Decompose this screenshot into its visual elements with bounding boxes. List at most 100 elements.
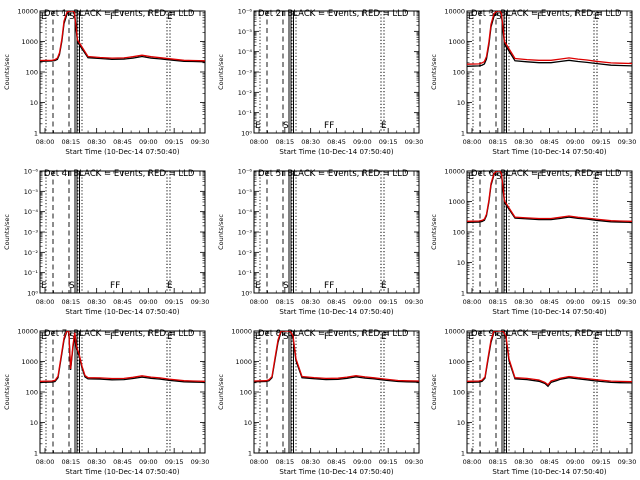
x-tick-label: 08:00 [36,298,55,306]
panel-title: Det 7r BLACK = Events, RED = LLD [44,329,195,339]
y-tick-label: 10 [30,419,38,427]
y-tick-label: 1000 [235,358,252,366]
phase-marker: FF [324,281,334,291]
x-tick-label: 09:30 [405,298,424,306]
x-tick-label: 09:00 [353,298,372,306]
x-tick-label: 09:30 [405,138,424,146]
x-tick-label: 09:00 [353,138,372,146]
x-tick-label: 09:30 [618,138,637,146]
x-tick-label: 08:15 [275,138,294,146]
y-tick-label: 1 [34,450,38,458]
x-tick-label: 08:00 [250,458,269,466]
phase-marker: F [110,332,115,342]
x-tick-label: 09:00 [139,138,158,146]
x-tick-label: 09:15 [379,138,398,146]
x-tick-label: 08:45 [327,138,346,146]
panel-title: Det 8r BLACK = Events, RED = LLD [258,329,409,339]
x-tick-label: 08:15 [488,298,507,306]
y-tick-label: 1 [34,130,38,138]
x-tick-label: 08:15 [61,138,80,146]
x-tick-label: 08:45 [327,298,346,306]
phase-marker: FF [110,281,120,291]
x-tick-label: 08:00 [463,138,482,146]
phase-marker: E [468,332,474,342]
panel-title: Det 4r BLACK = Events, RED = LLD [44,169,195,179]
y-tick-label: 1 [248,450,252,458]
panel-det4: Det 4r BLACK = Events, RED = LLD Counts/s… [3,168,209,317]
x-tick-label: 08:00 [36,458,55,466]
phase-marker: E [255,121,261,131]
x-tick-label: 08:00 [250,138,269,146]
phase-marker: E [381,332,387,342]
panel-title: Det 9r BLACK = Events, RED = LLD [471,329,622,339]
y-tick-label: 10⁰ [241,290,252,298]
x-axis-label: Start Time (10-Dec-14 07:50:40) [492,468,606,476]
x-tick-label: 09:30 [191,138,210,146]
x-tick-label: 08:30 [514,458,533,466]
x-tick-label: 08:30 [514,298,533,306]
phase-marker: E [41,332,47,342]
phase-marker: E [41,12,47,22]
y-tick-label: 10⁻³ [238,69,253,77]
phase-marker: S [283,281,289,291]
phase-marker: S [496,12,502,22]
y-tick-label: 1000 [21,38,38,46]
y-tick-label: 10⁻³ [24,229,39,237]
x-tick-label: 08:15 [61,458,80,466]
phase-marker: E [255,332,261,342]
y-tick-label: 10 [457,259,465,267]
x-tick-label: 09:00 [139,458,158,466]
phase-marker: E [41,281,47,291]
y-axis-label: Counts/sec [430,214,438,250]
y-tick-label: 1000 [448,38,465,46]
y-tick-label: 10000 [231,328,252,336]
x-axis-label: Start Time (10-Dec-14 07:50:40) [65,308,179,316]
series-lld [40,11,205,62]
y-axis-label: Counts/sec [3,214,11,250]
y-tick-label: 100 [453,229,465,237]
x-tick-label: 09:30 [618,298,637,306]
x-tick-label: 08:30 [87,298,106,306]
x-tick-label: 08:30 [301,138,320,146]
x-tick-label: 09:00 [566,298,585,306]
phase-marker: F [537,12,542,22]
y-tick-label: 10⁻⁶ [24,168,39,176]
phase-marker: S [69,281,75,291]
x-tick-label: 08:00 [463,458,482,466]
y-tick-label: 1 [461,290,465,298]
x-tick-label: 09:15 [165,298,184,306]
phase-marker: E [167,281,173,291]
y-tick-label: 10⁻² [24,249,39,257]
x-tick-label: 08:15 [488,458,507,466]
phase-marker: E [167,12,173,22]
y-tick-label: 10 [30,99,38,107]
y-tick-label: 100 [240,389,252,397]
x-tick-label: 08:45 [113,138,132,146]
y-tick-label: 1000 [448,358,465,366]
x-axis-label: Start Time (10-Dec-14 07:50:40) [279,468,393,476]
phase-marker: E [255,281,261,291]
y-tick-label: 10000 [17,8,38,16]
y-tick-label: 100 [453,389,465,397]
x-tick-label: 08:00 [250,298,269,306]
x-tick-label: 09:15 [379,458,398,466]
y-tick-label: 10⁻² [238,249,253,257]
phase-marker: FF [324,121,334,131]
y-tick-label: 1 [461,450,465,458]
x-tick-label: 09:00 [566,138,585,146]
x-tick-label: 08:15 [275,298,294,306]
y-tick-label: 100 [26,389,38,397]
y-tick-label: 10⁻³ [238,229,253,237]
x-tick-label: 08:30 [301,298,320,306]
panel-det6: Det 6r BLACK = Events, RED = LLD Counts/s… [430,168,636,317]
y-tick-label: 10⁻⁵ [24,188,39,196]
y-tick-label: 10⁻⁴ [238,48,253,56]
panel-title: Det 1r BLACK = Events, RED = LLD [44,9,195,19]
x-tick-label: 09:15 [592,298,611,306]
panel-title: Det 3r BLACK = Events, RED = LLD [471,9,622,19]
x-tick-label: 09:30 [191,458,210,466]
y-tick-label: 10⁻⁶ [238,8,253,16]
y-tick-label: 10⁰ [27,290,38,298]
panel-title: Det 5r BLACK = Events, RED = LLD [258,169,409,179]
